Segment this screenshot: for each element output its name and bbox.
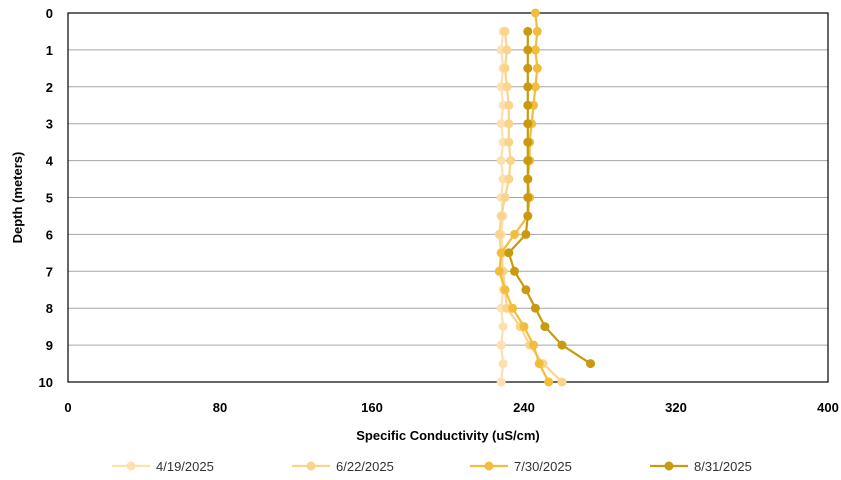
data-point xyxy=(523,119,533,129)
data-point xyxy=(496,377,506,387)
legend-swatch-marker xyxy=(126,461,136,471)
legend-swatch-marker xyxy=(664,461,674,471)
data-point xyxy=(504,174,514,184)
x-tick-label: 400 xyxy=(817,400,839,415)
series-4 xyxy=(504,26,595,369)
legend-label: 7/30/2025 xyxy=(514,459,572,474)
legend-item: 7/30/2025 xyxy=(470,459,572,474)
series-2 xyxy=(494,26,567,387)
y-axis-title: Depth (meters) xyxy=(10,152,25,244)
data-point xyxy=(496,156,506,166)
data-point xyxy=(500,26,510,36)
data-point xyxy=(496,119,506,129)
data-point xyxy=(534,359,544,369)
data-point xyxy=(523,137,533,147)
data-point xyxy=(544,377,554,387)
legend-item: 4/19/2025 xyxy=(112,459,214,474)
y-tick-label: 5 xyxy=(46,191,53,206)
y-tick-label: 2 xyxy=(46,80,53,95)
data-point xyxy=(496,340,506,350)
data-point xyxy=(523,45,533,55)
legend-item: 6/22/2025 xyxy=(292,459,394,474)
data-point xyxy=(530,8,540,18)
data-point xyxy=(504,137,514,147)
data-point xyxy=(519,322,529,332)
x-tick-labels: 0 80 160 240 320 400 xyxy=(64,400,838,415)
legend-label: 4/19/2025 xyxy=(156,459,214,474)
y-tick-label: 9 xyxy=(46,338,53,353)
y-tick-label: 10 xyxy=(39,375,53,390)
y-tick-label: 0 xyxy=(46,6,53,21)
data-point xyxy=(496,211,506,221)
y-tick-label: 4 xyxy=(46,154,54,169)
legend-item: 8/31/2025 xyxy=(650,459,752,474)
data-point xyxy=(540,322,550,332)
x-axis-title: Specific Conductivity (uS/cm) xyxy=(356,428,539,443)
data-point xyxy=(502,82,512,92)
series-group xyxy=(494,8,595,387)
data-point xyxy=(521,285,531,295)
data-point xyxy=(498,359,508,369)
data-point xyxy=(532,63,542,73)
data-point xyxy=(500,63,510,73)
data-point xyxy=(510,266,519,276)
data-point xyxy=(523,82,533,92)
data-point xyxy=(504,119,514,129)
data-point xyxy=(504,248,514,258)
data-point xyxy=(508,303,518,313)
data-point xyxy=(530,45,540,55)
y-tick-label: 3 xyxy=(46,117,53,132)
legend: 4/19/2025 6/22/2025 7/30/2025 8/31/2025 xyxy=(112,459,752,474)
x-tick-label: 0 xyxy=(64,400,71,415)
data-point xyxy=(500,285,510,295)
data-point xyxy=(557,377,567,387)
data-point xyxy=(529,340,538,350)
y-tick-label: 1 xyxy=(46,43,53,58)
data-point xyxy=(523,26,533,36)
data-point xyxy=(510,229,519,239)
data-point xyxy=(500,193,510,202)
legend-label: 8/31/2025 xyxy=(694,459,752,474)
data-point xyxy=(523,193,533,202)
grid-lines xyxy=(68,12,828,383)
data-point xyxy=(506,156,516,166)
data-point xyxy=(494,266,504,276)
legend-swatch-marker xyxy=(484,461,494,471)
plot-area-border xyxy=(67,12,829,383)
data-point xyxy=(523,100,533,110)
data-point xyxy=(496,248,506,258)
data-point xyxy=(530,303,540,313)
data-point xyxy=(504,100,514,110)
x-tick-label: 320 xyxy=(665,400,687,415)
data-point xyxy=(523,63,533,73)
data-point xyxy=(532,26,542,36)
data-point xyxy=(498,322,508,332)
data-point xyxy=(557,340,567,350)
y-tick-label: 6 xyxy=(46,227,53,242)
data-point xyxy=(494,229,504,239)
data-point xyxy=(523,156,533,166)
legend-label: 6/22/2025 xyxy=(336,459,394,474)
data-point xyxy=(521,229,531,239)
y-tick-label: 7 xyxy=(46,264,53,279)
x-tick-label: 80 xyxy=(213,400,227,415)
data-point xyxy=(523,174,533,184)
legend-swatch-marker xyxy=(306,461,316,471)
data-point xyxy=(523,211,533,221)
x-tick-label: 240 xyxy=(513,400,535,415)
data-point xyxy=(502,45,512,55)
y-tick-labels: 0 1 2 3 4 5 6 7 8 9 10 xyxy=(39,6,54,390)
x-tick-label: 160 xyxy=(361,400,383,415)
data-point xyxy=(530,82,540,92)
y-tick-label: 8 xyxy=(46,301,53,316)
data-point xyxy=(586,359,595,369)
